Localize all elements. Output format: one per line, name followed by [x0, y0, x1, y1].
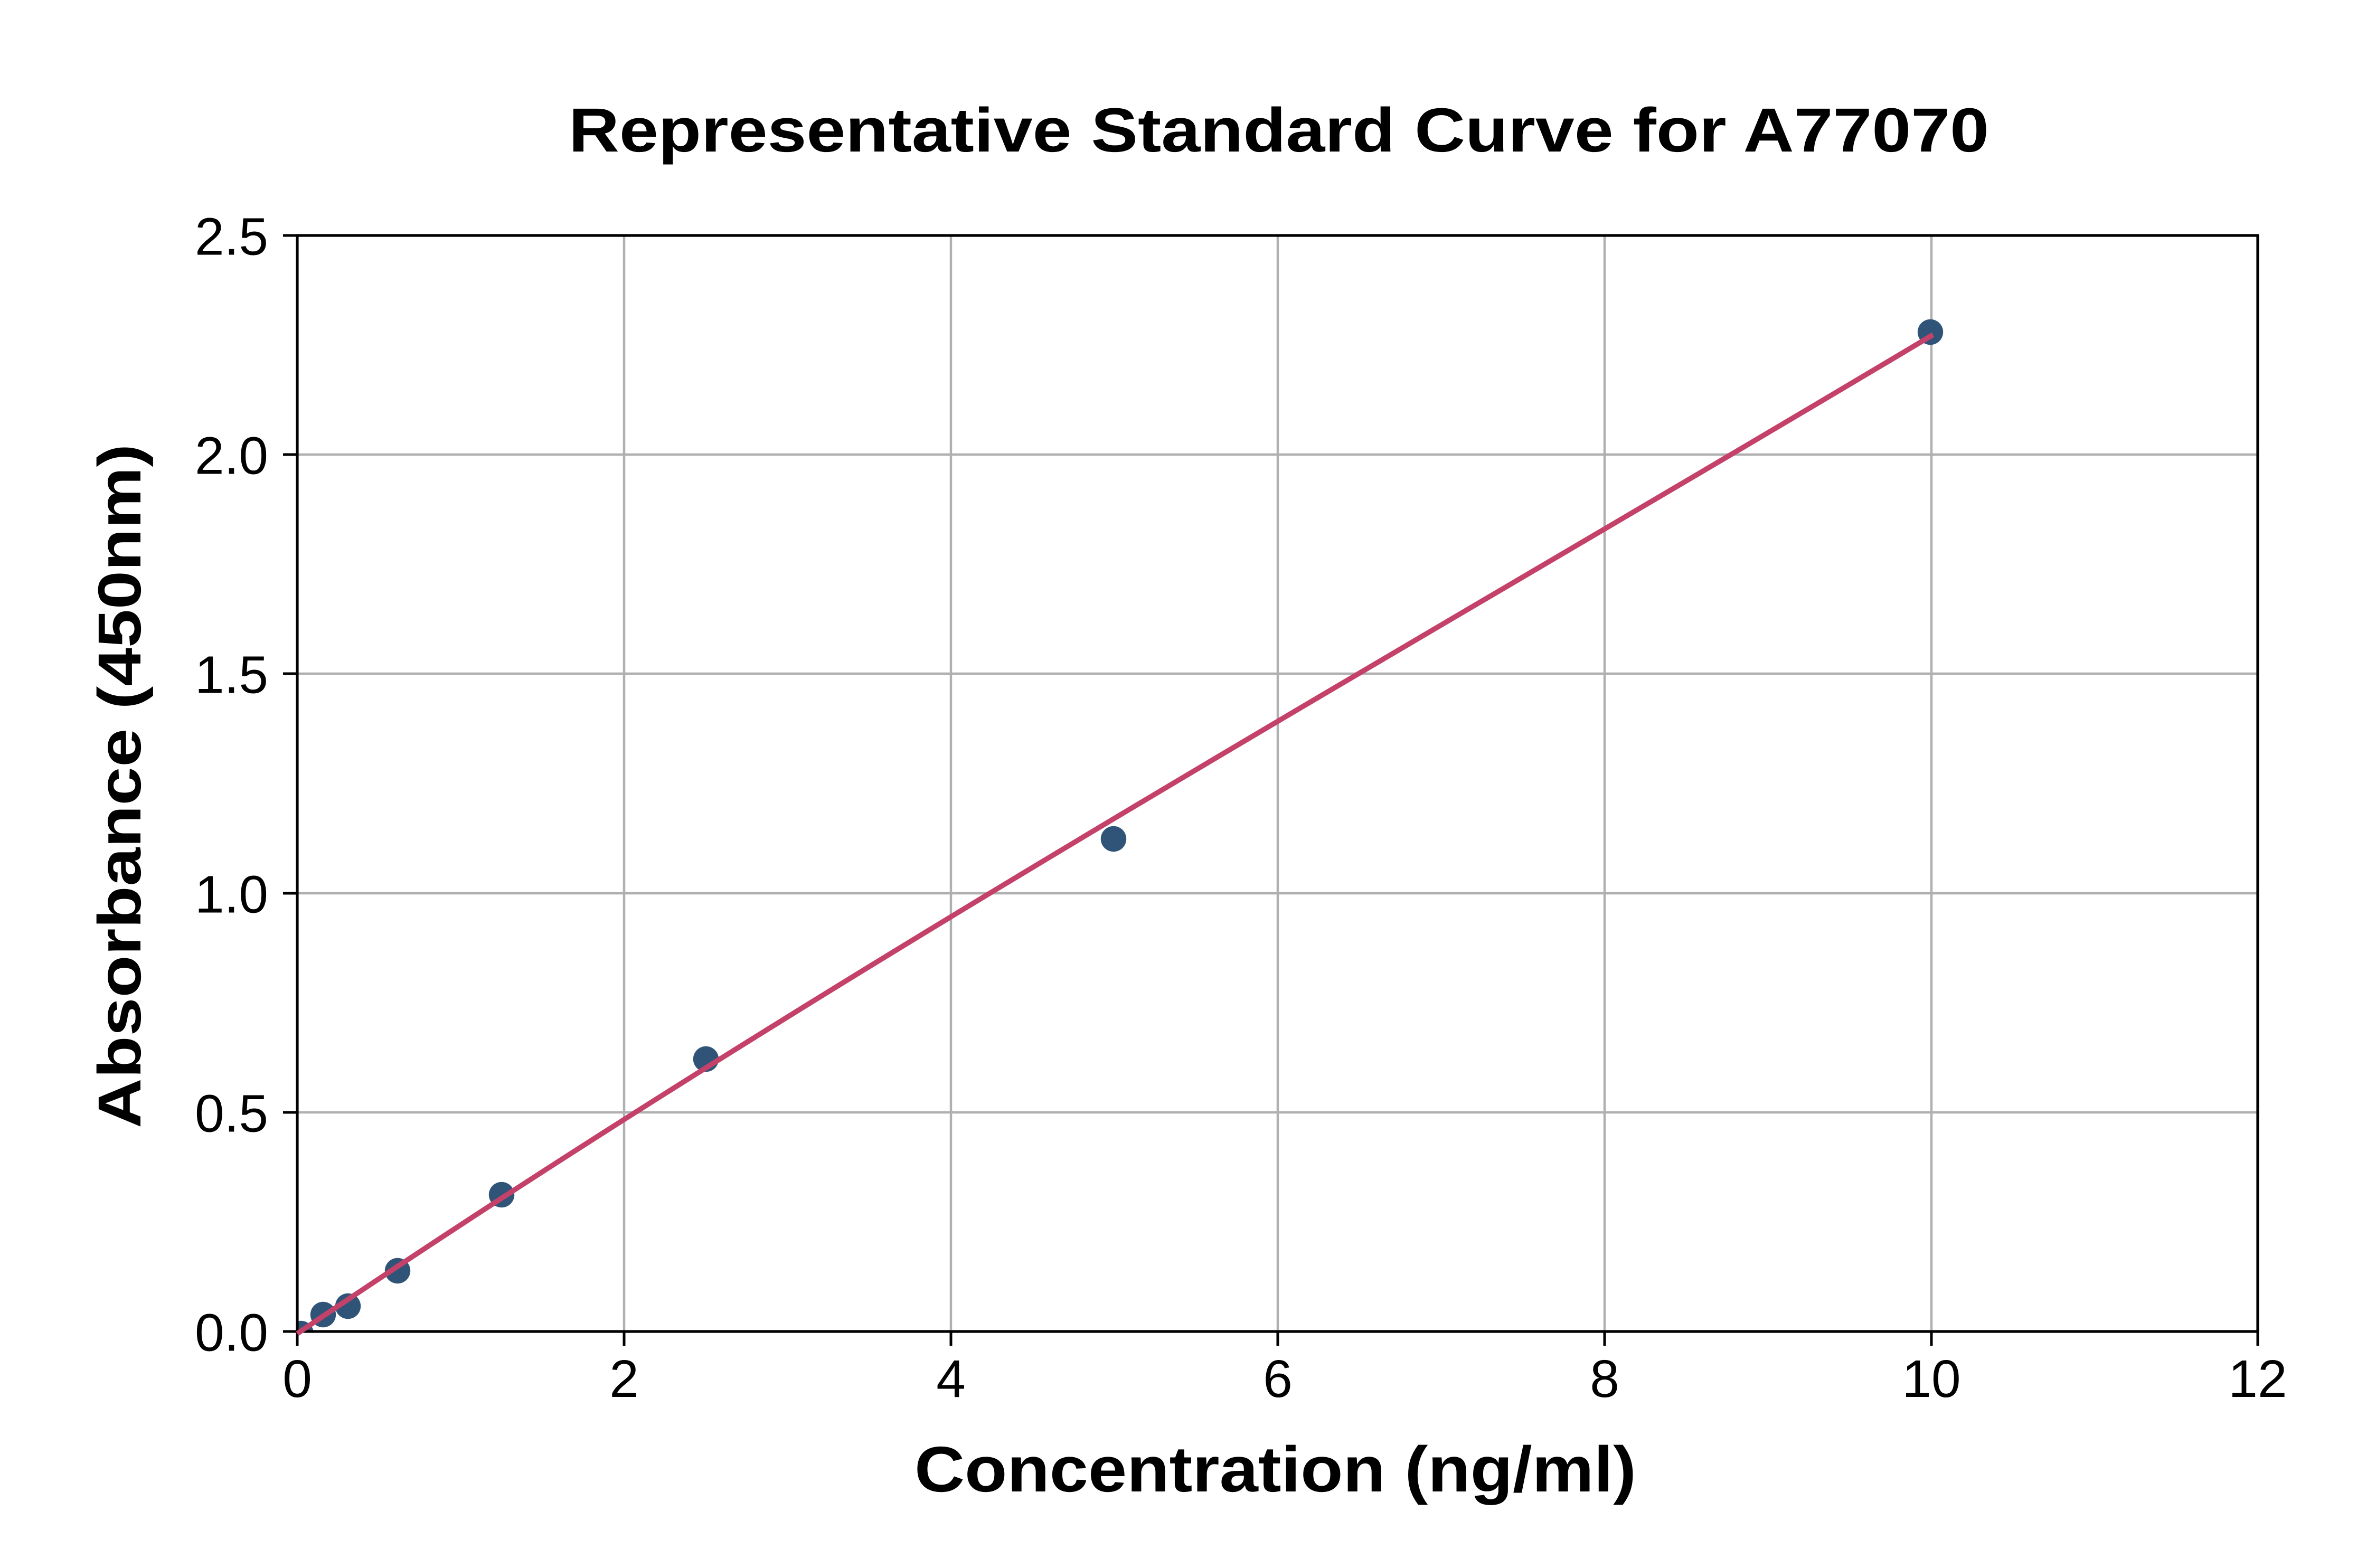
svg-text:0.5: 0.5	[195, 1084, 268, 1144]
svg-text:8: 8	[1590, 1349, 1619, 1409]
svg-text:2.0: 2.0	[195, 427, 268, 486]
svg-text:6: 6	[1263, 1349, 1293, 1409]
svg-text:2.5: 2.5	[195, 207, 268, 267]
svg-text:1.5: 1.5	[195, 646, 268, 705]
svg-text:4: 4	[936, 1349, 966, 1409]
svg-text:12: 12	[2228, 1349, 2287, 1409]
svg-text:2: 2	[609, 1349, 639, 1409]
svg-text:1.0: 1.0	[195, 865, 268, 924]
svg-text:10: 10	[1902, 1349, 1960, 1409]
svg-text:0.0: 0.0	[195, 1303, 268, 1363]
svg-text:Absorbance (450nm): Absorbance (450nm)	[86, 444, 154, 1128]
svg-text:Representative Standard Curve: Representative Standard Curve for A77070	[569, 96, 1989, 165]
svg-text:0: 0	[282, 1349, 312, 1409]
svg-text:Concentration (ng/ml): Concentration (ng/ml)	[914, 1433, 1636, 1505]
